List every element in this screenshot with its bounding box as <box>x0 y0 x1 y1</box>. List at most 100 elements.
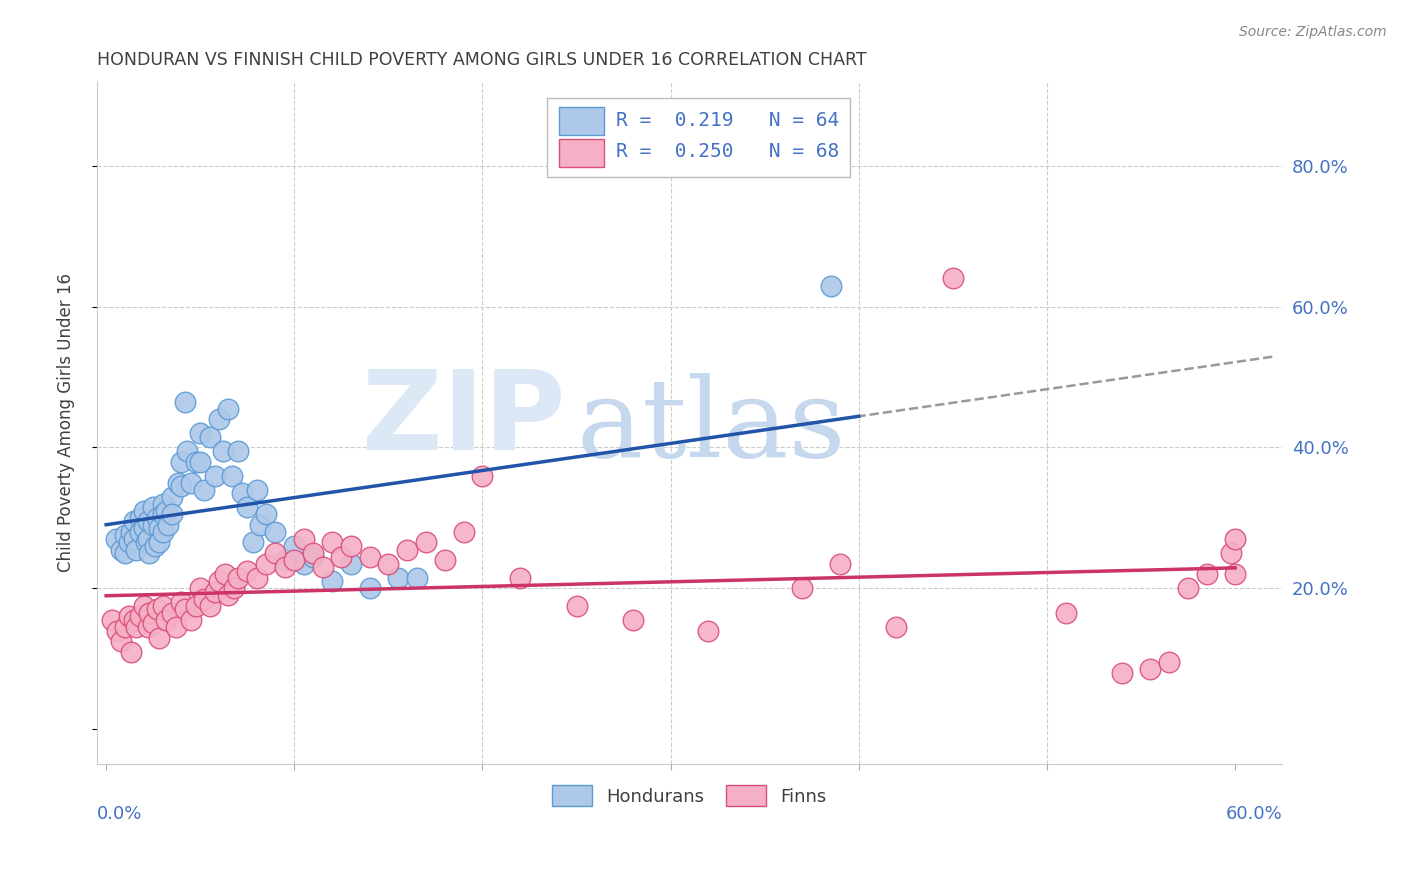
Point <box>170 454 193 468</box>
Point <box>132 521 155 535</box>
Point <box>208 574 231 589</box>
FancyBboxPatch shape <box>547 98 849 177</box>
Point <box>132 599 155 613</box>
Point <box>1225 532 1247 546</box>
FancyBboxPatch shape <box>560 107 605 135</box>
Point <box>292 557 315 571</box>
Point <box>621 613 644 627</box>
Point <box>114 620 136 634</box>
Point <box>222 581 245 595</box>
Point <box>1220 546 1243 560</box>
Text: atlas: atlas <box>576 373 846 480</box>
Point <box>193 591 215 606</box>
Point <box>886 620 908 634</box>
Point <box>152 497 174 511</box>
Point <box>433 553 456 567</box>
Point <box>124 532 146 546</box>
Point <box>124 515 146 529</box>
Point <box>160 490 183 504</box>
Point <box>377 557 399 571</box>
Point <box>231 486 253 500</box>
Point <box>242 535 264 549</box>
Point <box>160 606 183 620</box>
Point <box>226 444 249 458</box>
Point <box>828 557 851 571</box>
Point <box>135 535 157 549</box>
Point <box>254 557 277 571</box>
Point <box>942 271 965 285</box>
Point <box>142 517 165 532</box>
Point <box>110 542 132 557</box>
Point <box>214 567 236 582</box>
Point <box>236 500 259 515</box>
Point <box>254 508 277 522</box>
Point <box>138 546 160 560</box>
Point <box>321 574 343 589</box>
Point <box>1159 655 1181 669</box>
Point <box>186 454 208 468</box>
Point <box>509 571 531 585</box>
Point <box>264 546 287 560</box>
Point <box>148 535 170 549</box>
Text: 0.0%: 0.0% <box>97 805 142 823</box>
Point <box>120 524 142 539</box>
Text: ZIP: ZIP <box>361 366 565 473</box>
Point <box>180 613 202 627</box>
Point <box>180 475 202 490</box>
Point <box>387 571 409 585</box>
Point <box>104 532 127 546</box>
Point <box>176 444 198 458</box>
Point <box>166 475 188 490</box>
Point <box>471 468 494 483</box>
Point <box>208 412 231 426</box>
Y-axis label: Child Poverty Among Girls Under 16: Child Poverty Among Girls Under 16 <box>58 273 75 573</box>
Point <box>217 588 239 602</box>
Point <box>697 624 720 638</box>
Point <box>107 624 129 638</box>
Point <box>174 602 197 616</box>
Point <box>142 616 165 631</box>
Point <box>246 483 269 497</box>
Point <box>198 599 221 613</box>
Point <box>1177 581 1199 595</box>
Point <box>118 535 141 549</box>
Point <box>565 599 588 613</box>
Point <box>165 620 187 634</box>
Point <box>264 524 287 539</box>
Point <box>174 394 197 409</box>
Point <box>359 549 381 564</box>
Point <box>155 613 177 627</box>
Point <box>152 599 174 613</box>
Point <box>820 278 842 293</box>
Point <box>110 634 132 648</box>
Point <box>204 584 226 599</box>
Point <box>405 571 427 585</box>
Point <box>118 609 141 624</box>
Point <box>132 504 155 518</box>
Point <box>1195 567 1218 582</box>
Point <box>453 524 475 539</box>
Point <box>148 631 170 645</box>
Point <box>160 508 183 522</box>
Point <box>221 468 243 483</box>
Point <box>186 599 208 613</box>
Point <box>1139 662 1161 676</box>
Point <box>136 620 159 634</box>
Point <box>396 542 419 557</box>
Point <box>283 539 305 553</box>
Point <box>188 581 211 595</box>
Point <box>339 539 361 553</box>
Point <box>188 426 211 441</box>
Point <box>1111 665 1133 680</box>
Point <box>157 517 180 532</box>
Point <box>114 546 136 560</box>
Point <box>283 553 305 567</box>
Point <box>114 528 136 542</box>
Text: R =  0.250   N = 68: R = 0.250 N = 68 <box>616 142 839 161</box>
Point <box>146 511 169 525</box>
Point <box>302 549 325 564</box>
Point <box>152 508 174 522</box>
Text: R =  0.219   N = 64: R = 0.219 N = 64 <box>616 111 839 129</box>
Point <box>274 553 297 567</box>
Point <box>226 571 249 585</box>
